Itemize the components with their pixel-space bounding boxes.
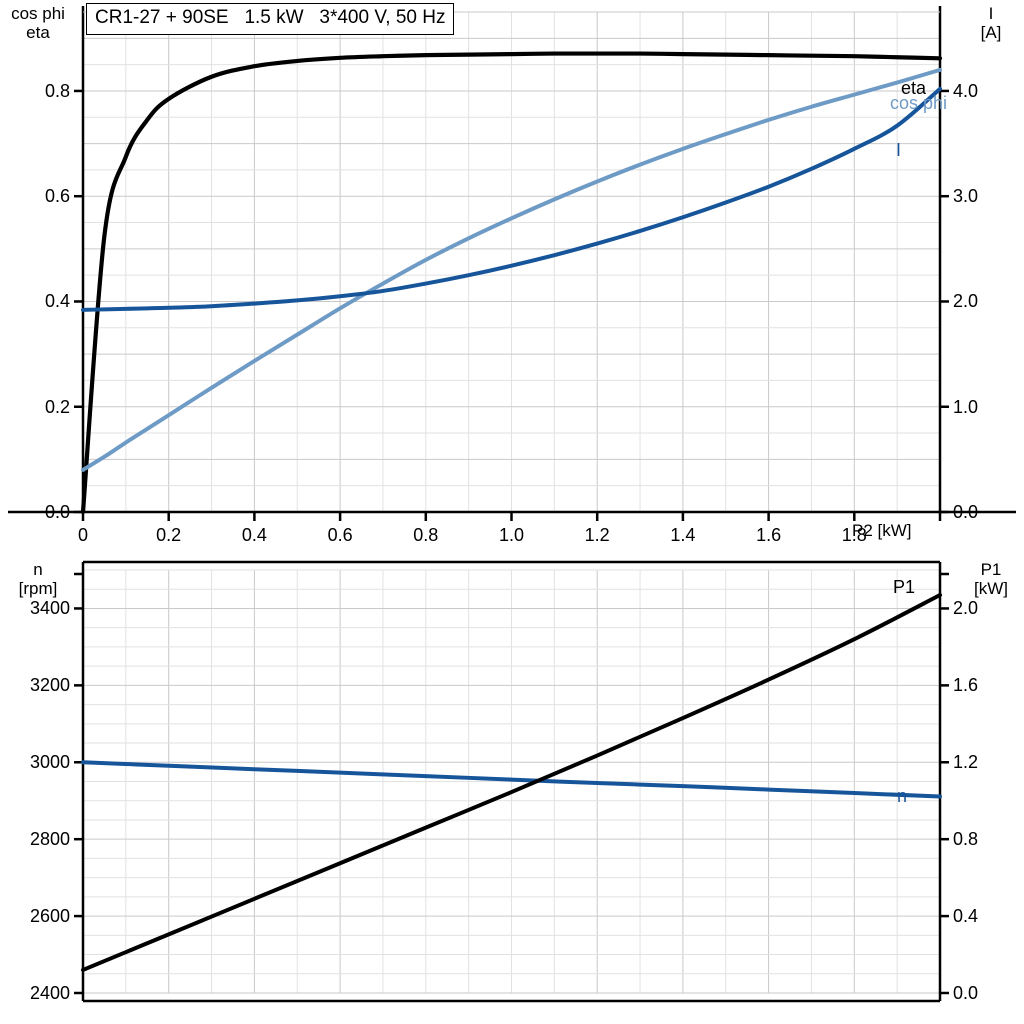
bottom-chart-panel: n [rpm] P1 [kW] P1 n 2400 2600 2800 3000 320… <box>0 548 1024 1024</box>
top-chart-panel: CR1-27 + 90SE 1.5 kW 3*400 V, 50 Hz cos … <box>8 3 1016 545</box>
top-right-tick: 3.0 <box>953 186 979 207</box>
bottom-right-tick: 1.6 <box>953 675 979 696</box>
bottom-left-axis-title: n [rpm] <box>18 560 58 598</box>
top-x-tick: 1.0 <box>498 525 525 545</box>
top-left-tick: 0.8 <box>44 80 70 101</box>
top-x-tick: 1.4 <box>670 525 696 545</box>
bottom-right-axis-title: P1 [kW] <box>974 560 1008 598</box>
top-left-tick: 0.4 <box>44 291 70 312</box>
series-label-cos-phi: cos phi <box>890 93 948 113</box>
top-left-tick: 0.0 <box>44 502 70 522</box>
top-right-tick: 2.0 <box>953 291 979 312</box>
bottom-left-tick: 3200 <box>29 675 70 696</box>
top-right-axis-title: I [A] <box>980 4 1002 42</box>
top-x-tick: 0.6 <box>327 525 353 545</box>
top-right-tick: 0.0 <box>953 502 979 522</box>
bottom-left-tick: 2600 <box>29 906 70 927</box>
top-x-tick: 1.6 <box>756 525 782 545</box>
top-x-tick: 0.8 <box>413 525 439 545</box>
series-label-eta: eta <box>901 78 927 98</box>
bottom-left-tick: 2400 <box>29 983 70 1003</box>
chart-title-box: CR1-27 + 90SE 1.5 kW 3*400 V, 50 Hz <box>86 3 455 35</box>
top-right-tick: 4.0 <box>953 80 979 101</box>
top-left-axis-title: cos phi eta <box>11 4 65 42</box>
top-x-tick: 0.4 <box>241 525 267 545</box>
series-label-current: I <box>896 140 902 160</box>
bottom-left-tick: 2800 <box>29 829 70 850</box>
top-chart-canvas <box>8 6 1016 521</box>
bottom-right-tick: 0.4 <box>953 906 979 927</box>
top-x-axis-title: P2 [kW] <box>852 521 912 540</box>
top-left-tick: 0.6 <box>44 186 70 207</box>
bottom-left-tick: 3000 <box>29 752 70 773</box>
top-x-tick: 1.2 <box>584 525 610 545</box>
bottom-left-tick: 3400 <box>29 598 70 619</box>
bottom-right-tick: 2.0 <box>953 598 979 619</box>
top-x-tick: 0 <box>77 525 88 545</box>
bottom-chart-canvas <box>74 560 949 1003</box>
bottom-right-tick: 0.0 <box>953 983 979 1003</box>
series-label-p1: P1 <box>893 577 916 597</box>
top-left-tick: 0.2 <box>44 396 70 417</box>
top-x-tick: 1.8 <box>841 525 867 545</box>
bottom-right-tick: 1.2 <box>953 752 979 773</box>
top-right-tick: 1.0 <box>953 396 979 417</box>
top-x-tick: 0.2 <box>156 525 182 545</box>
series-label-speed: n <box>897 786 908 806</box>
bottom-right-tick: 0.8 <box>953 829 979 850</box>
